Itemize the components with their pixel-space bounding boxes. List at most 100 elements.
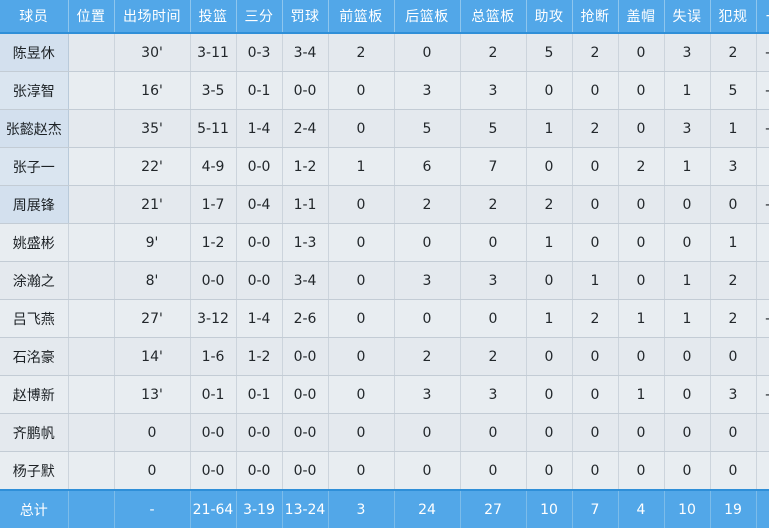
- cell-minutes: 21': [114, 185, 191, 224]
- cell-offensive-rebounds: 0: [328, 261, 395, 300]
- total-three-pointers: 3-19: [236, 489, 283, 528]
- cell-fouls: 3: [710, 147, 757, 186]
- header-free-throws[interactable]: 罚球: [282, 0, 329, 34]
- cell-minutes: 22': [114, 147, 191, 186]
- header-defensive-rebounds[interactable]: 后篮板: [394, 0, 461, 34]
- cell-plus-minus: -13: [756, 185, 769, 224]
- cell-blocks: 1: [618, 299, 665, 338]
- cell-total-rebounds: 0: [460, 223, 527, 262]
- cell-defensive-rebounds: 3: [394, 261, 461, 300]
- cell-three-pointers: 0-1: [236, 375, 283, 414]
- cell-fouls: 1: [710, 109, 757, 148]
- cell-plus-minus: -9: [756, 261, 769, 300]
- cell-player-name: 张淳智: [0, 71, 69, 110]
- cell-turnovers: 3: [664, 33, 711, 72]
- cell-assists: 2: [526, 185, 573, 224]
- cell-total-rebounds: 2: [460, 185, 527, 224]
- cell-offensive-rebounds: 0: [328, 299, 395, 338]
- cell-turnovers: 1: [664, 299, 711, 338]
- cell-minutes: 0: [114, 413, 191, 452]
- cell-steals: 0: [572, 413, 619, 452]
- cell-assists: 0: [526, 261, 573, 300]
- header-position[interactable]: 位置: [68, 0, 115, 34]
- header-minutes[interactable]: 出场时间: [114, 0, 191, 34]
- header-blocks[interactable]: 盖帽: [618, 0, 665, 34]
- cell-player-name: 杨子默: [0, 451, 69, 491]
- cell-free-throws: 2-4: [282, 109, 329, 148]
- cell-field-goals: 5-11: [190, 109, 237, 148]
- cell-plus-minus: -10: [756, 71, 769, 110]
- cell-offensive-rebounds: 0: [328, 109, 395, 148]
- cell-position: [68, 451, 115, 491]
- cell-minutes: 27': [114, 299, 191, 338]
- header-field-goals[interactable]: 投篮: [190, 0, 237, 34]
- cell-position: [68, 299, 115, 338]
- cell-field-goals: 1-6: [190, 337, 237, 376]
- cell-total-rebounds: 2: [460, 337, 527, 376]
- cell-assists: 0: [526, 413, 573, 452]
- cell-turnovers: 1: [664, 261, 711, 300]
- cell-three-pointers: 0-1: [236, 71, 283, 110]
- cell-blocks: 0: [618, 71, 665, 110]
- cell-steals: 0: [572, 451, 619, 491]
- cell-defensive-rebounds: 0: [394, 413, 461, 452]
- cell-free-throws: 3-4: [282, 33, 329, 72]
- header-turnovers[interactable]: 失误: [664, 0, 711, 34]
- total-row: 总计 - 21-64 3-19 13-24 3 24 27 10 7 4 10 …: [0, 489, 769, 528]
- cell-turnovers: 0: [664, 451, 711, 491]
- cell-turnovers: 1: [664, 71, 711, 110]
- header-offensive-rebounds[interactable]: 前篮板: [328, 0, 395, 34]
- cell-turnovers: 0: [664, 337, 711, 376]
- cell-field-goals: 0-0: [190, 261, 237, 300]
- cell-position: [68, 71, 115, 110]
- cell-position: [68, 413, 115, 452]
- header-player[interactable]: 球员: [0, 0, 69, 34]
- cell-minutes: 0: [114, 451, 191, 491]
- cell-steals: 2: [572, 33, 619, 72]
- cell-three-pointers: 0-0: [236, 223, 283, 262]
- cell-free-throws: 1-1: [282, 185, 329, 224]
- cell-position: [68, 375, 115, 414]
- cell-offensive-rebounds: 0: [328, 185, 395, 224]
- cell-blocks: 0: [618, 109, 665, 148]
- total-minutes: -: [114, 489, 191, 528]
- cell-steals: 0: [572, 337, 619, 376]
- cell-minutes: 9': [114, 223, 191, 262]
- header-assists[interactable]: 助攻: [526, 0, 573, 34]
- cell-defensive-rebounds: 2: [394, 185, 461, 224]
- cell-steals: 0: [572, 223, 619, 262]
- cell-player-name: 张子一: [0, 147, 69, 186]
- table-body: 陈昱休30'3-110-33-420252032-219张淳智16'3-50-1…: [0, 33, 769, 491]
- header-three-pointers[interactable]: 三分: [236, 0, 283, 34]
- header-steals[interactable]: 抢断: [572, 0, 619, 34]
- cell-position: [68, 147, 115, 186]
- total-plus-minus: -: [756, 489, 769, 528]
- cell-field-goals: 0-0: [190, 413, 237, 452]
- header-total-rebounds[interactable]: 总篮板: [460, 0, 527, 34]
- cell-player-name: 石洺豪: [0, 337, 69, 376]
- cell-three-pointers: 0-3: [236, 33, 283, 72]
- cell-defensive-rebounds: 6: [394, 147, 461, 186]
- cell-player-name: 吕飞燕: [0, 299, 69, 338]
- cell-assists: 0: [526, 71, 573, 110]
- cell-plus-minus: -21: [756, 33, 769, 72]
- header-fouls[interactable]: 犯规: [710, 0, 757, 34]
- cell-position: [68, 223, 115, 262]
- header-plus-minus[interactable]: +/-: [756, 0, 769, 34]
- total-fouls: 19: [710, 489, 757, 528]
- cell-fouls: 0: [710, 413, 757, 452]
- cell-assists: 1: [526, 223, 573, 262]
- cell-plus-minus: -24: [756, 299, 769, 338]
